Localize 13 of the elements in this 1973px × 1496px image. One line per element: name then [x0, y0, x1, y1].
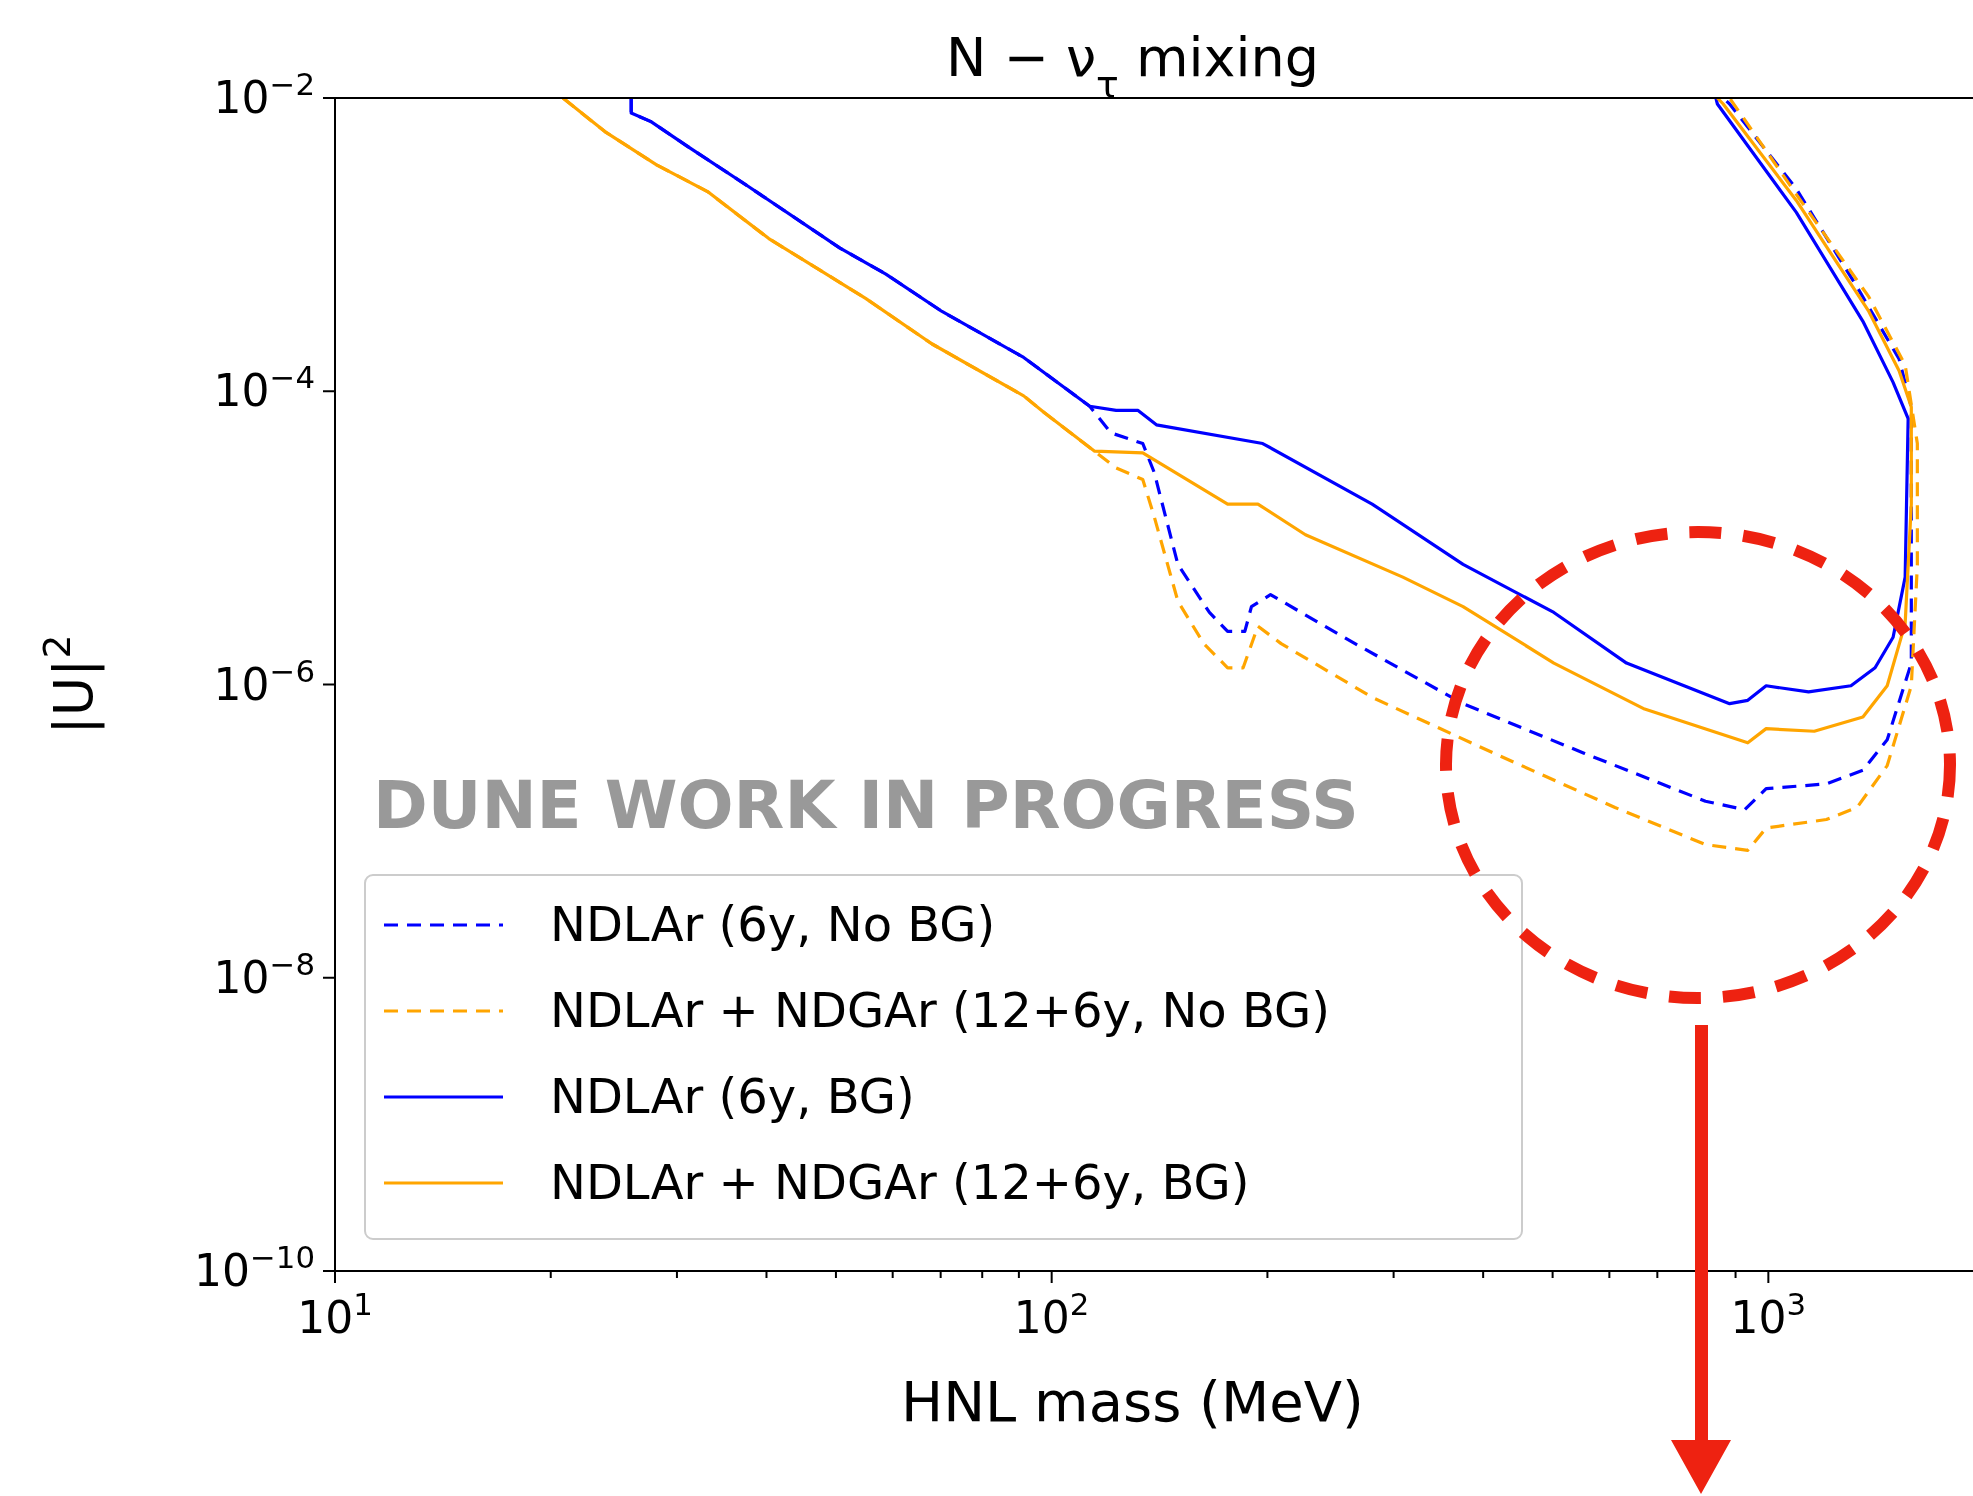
y-tick-label: 10$^{−2}$: [213, 66, 315, 123]
chart-title: N − ν$_{τ}$ mixing: [945, 26, 1320, 107]
x-tick-label: 10$^{3}$: [1730, 1286, 1807, 1343]
y-tick-label: 10$^{−4}$: [213, 359, 315, 417]
y-tick-label: 10$^{−8}$: [213, 945, 315, 1003]
x-tick-label: 10$^{2}$: [1013, 1286, 1090, 1343]
y-tick-label: 10$^{−6}$: [213, 652, 315, 710]
legend-label: NDLAr + NDGAr (12+6y, BG): [550, 1154, 1250, 1210]
legend-label: NDLAr (6y, BG): [550, 1068, 915, 1124]
legend-label: NDLAr + NDGAr (12+6y, No BG): [550, 982, 1330, 1038]
legend-label: NDLAr (6y, No BG): [550, 896, 996, 952]
x-axis-title: HNL mass (MeV): [901, 1369, 1364, 1434]
annotation: DUNE WORK IN PROGRESS: [373, 767, 1359, 844]
